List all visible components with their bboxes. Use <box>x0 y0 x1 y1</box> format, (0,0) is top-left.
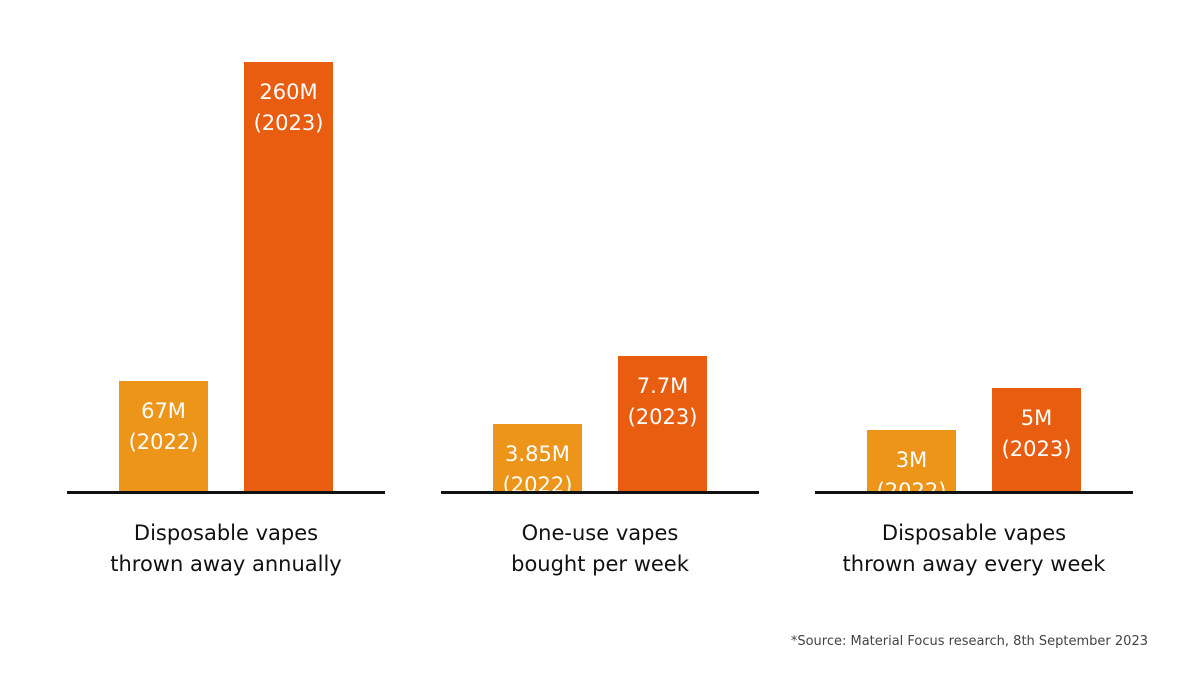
bar-year-label: (2022) <box>128 430 199 454</box>
baseline-axis <box>67 491 385 494</box>
bar-2023: 7.7M (2023) <box>618 356 707 492</box>
bar-year-label: (2022) <box>502 473 573 497</box>
bar-2023: 260M (2023) <box>244 62 333 492</box>
bar-value-label: 3M <box>895 448 928 472</box>
bar-year-label: (2023) <box>627 405 698 429</box>
chart-panel: 67M (2022) 260M (2023) Disposable vapes throw… <box>67 0 385 675</box>
bar-value-label: 67M <box>141 399 186 423</box>
bar-2023: 5M (2023) <box>992 388 1081 492</box>
caption-line: thrown away annually <box>110 552 342 576</box>
bar-value-label: 7.7M <box>636 374 689 398</box>
bar-value-label: 5M <box>1020 406 1053 430</box>
bar-year-label: (2023) <box>253 111 324 135</box>
chart-panel: 3.85M (2022) 7.7M (2023) One-use vapes bought… <box>441 0 759 675</box>
bar-data-label: 5M (2023) <box>992 403 1081 465</box>
caption-line: bought per week <box>511 552 689 576</box>
bar-data-label: 67M (2022) <box>119 396 208 458</box>
bar-2022: 3M (2022) <box>867 430 956 503</box>
bar-data-label: 260M (2023) <box>244 77 333 139</box>
panel-caption: One-use vapes bought per week <box>431 518 769 580</box>
bar-2022: 67M (2022) <box>119 381 208 492</box>
source-note: *Source: Material Focus research, 8th Se… <box>790 634 1148 649</box>
bar-value-label: 260M <box>259 80 318 104</box>
bar-year-label: (2023) <box>1001 437 1072 461</box>
bar-data-label: 7.7M (2023) <box>618 371 707 433</box>
caption-line: One-use vapes <box>521 521 679 545</box>
chart-panel: 3M (2022) 5M (2023) Disposable vapes thrown a… <box>815 0 1133 675</box>
bar-2022: 3.85M (2022) <box>493 424 582 497</box>
panel-caption: Disposable vapes thrown away every week <box>805 518 1143 580</box>
baseline-axis <box>815 491 1133 494</box>
bar-data-label: 3M (2022) <box>867 445 956 507</box>
baseline-axis <box>441 491 759 494</box>
panel-caption: Disposable vapes thrown away annually <box>57 518 395 580</box>
caption-line: Disposable vapes <box>881 521 1067 545</box>
bar-value-label: 3.85M <box>505 442 570 466</box>
caption-line: thrown away every week <box>842 552 1106 576</box>
caption-line: Disposable vapes <box>133 521 319 545</box>
